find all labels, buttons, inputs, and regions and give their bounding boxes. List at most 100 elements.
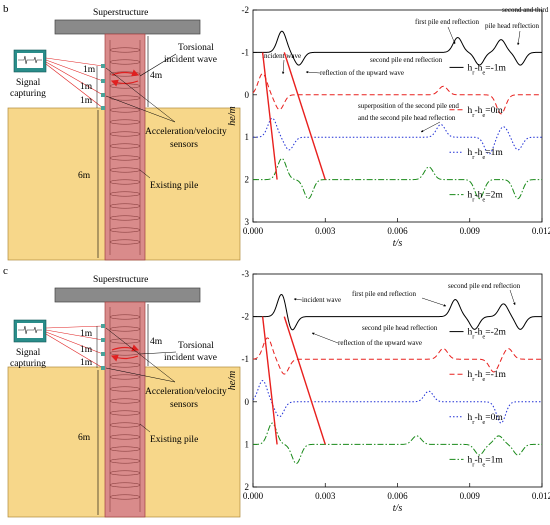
incident-line-1 <box>261 52 278 180</box>
dim-6m-label: 6m <box>78 433 91 443</box>
accel-leader-a <box>105 327 176 383</box>
torsional-label: Torsional <box>178 341 214 351</box>
legend-label-1: hr-he=-1m <box>468 63 507 76</box>
y-tick-label: 0 <box>245 397 250 407</box>
existing-pile-label: Existing pile <box>150 181 198 191</box>
y-tick-label: 0 <box>245 90 250 100</box>
reinforcement-cage <box>109 307 141 512</box>
x-tick-label: 0.003 <box>315 226 336 236</box>
panel-label-b: b <box>3 3 9 15</box>
annot-first-pile-end: first pile end reflection <box>415 18 479 26</box>
torsional-wave-arrows <box>110 344 140 362</box>
y-axis-label: he/m <box>227 106 238 125</box>
legend-label-3: hr-he=1m <box>468 148 504 161</box>
annot-first-pile-end-arrow <box>447 26 456 45</box>
x-tick-label: 0.012 <box>532 226 550 236</box>
sensors-label: sensors <box>170 400 198 410</box>
x-tick-label: 0.000 <box>243 491 264 501</box>
spacing-1m-a: 1m <box>80 329 93 339</box>
y-tick-label: -1 <box>242 47 250 57</box>
annot-upward-arrow <box>305 70 321 74</box>
annot-incident-wave-arrow <box>281 59 285 75</box>
legend-label-2: hr-he=-1m <box>468 370 507 383</box>
dim-6m-label: 6m <box>78 171 91 181</box>
sensor-cables <box>45 325 104 369</box>
signal-label: Signal <box>16 348 41 358</box>
sensor-cables <box>45 57 104 109</box>
waveform-chart-b: incident wave first pile end reflection … <box>227 5 550 249</box>
y-tick-label: 1 <box>245 439 250 449</box>
panel-label-c: c <box>3 265 8 277</box>
x-tick-label: 0.003 <box>315 491 336 501</box>
spacing-1m-c: 1m <box>80 358 93 368</box>
x-axis-label: t/s <box>393 503 403 514</box>
accel-leader-b <box>105 367 176 383</box>
y-tick-label: -2 <box>242 5 250 15</box>
incident-line-1 <box>261 316 278 445</box>
series-line-4 <box>253 422 542 465</box>
spacing-1m-b: 1m <box>80 82 93 92</box>
existing-pile-leader <box>139 423 151 433</box>
annot-superposition: superposition of the second pile end <box>358 102 459 110</box>
existing-pile-body <box>104 301 146 518</box>
x-tick-label: 0.012 <box>532 491 550 501</box>
annot-second-pile-end: second pile end reflection <box>370 56 443 64</box>
series-line-1 <box>253 293 542 331</box>
y-tick-label: -3 <box>242 269 250 279</box>
series-line-3 <box>252 379 542 424</box>
incident-line-2 <box>283 52 326 180</box>
y-tick-label: 3 <box>245 217 250 227</box>
signal-monitor-screen <box>17 53 43 68</box>
torsional-leader <box>139 351 177 355</box>
accel-leader-a <box>105 67 176 123</box>
series-line-2 <box>252 337 542 375</box>
annot-pile-head-arrow <box>517 30 521 46</box>
annot-incident-wave: incident wave <box>302 296 341 304</box>
annot-pile-head: pile head reflection <box>485 22 540 30</box>
y-tick-label: 1 <box>245 132 250 142</box>
capturing-label: capturing <box>10 89 46 99</box>
annot-second-pile-head: second pile head reflection <box>362 324 438 332</box>
sensor-markers <box>101 324 105 370</box>
superstructure-label: Superstructure <box>93 275 148 285</box>
waveform-chart-c: first pile end reflection incident wave … <box>227 269 550 514</box>
dim-4m-label: 4m <box>150 71 163 81</box>
legend-label-4: hr-he=1m <box>468 455 504 468</box>
x-tick-label: 0.006 <box>387 226 408 236</box>
torsional-label: Torsional <box>178 43 214 53</box>
annot-superposition-2: and the second pile head reflection <box>358 114 456 122</box>
signal-trace-icon <box>18 325 42 335</box>
capturing-label: capturing <box>10 359 46 369</box>
annot-upward: reflection of the upward wave <box>320 69 404 77</box>
annot-incident-wave-arrow <box>293 298 303 301</box>
legend-label-2: hr-he=0m <box>468 106 504 119</box>
superstructure-slab <box>54 19 201 35</box>
x-tick-label: 0.009 <box>460 226 481 236</box>
incident-wave-label: incident wave <box>164 353 217 363</box>
superstructure-label: Superstructure <box>93 8 148 18</box>
legend-label-4: hr-he=2m <box>468 191 504 204</box>
x-tick-label: 0.000 <box>243 226 264 236</box>
sensors-label: sensors <box>170 140 198 150</box>
y-axis-label: he/m <box>227 371 238 390</box>
series-line-1 <box>253 30 542 66</box>
annot-upward: reflection of the upward wave <box>338 339 422 347</box>
pile-schematic-c: c Superstructure 4m Torsional incident w… <box>3 265 241 518</box>
y-tick-label: 2 <box>245 175 250 185</box>
spacing-1m-c: 1m <box>80 96 93 106</box>
accel-label: Acceleration/velocity <box>145 127 227 137</box>
accel-label: Acceleration/velocity <box>145 387 227 397</box>
series-line-2 <box>252 73 542 115</box>
signal-monitor-screen <box>17 323 43 338</box>
sensor-markers <box>101 64 105 110</box>
accel-leader-b <box>105 95 176 123</box>
dim-4m-label: 4m <box>150 337 163 347</box>
x-axis-label: t/s <box>393 238 403 249</box>
legend-label-3: hr-he=0m <box>468 413 504 426</box>
annot-second-pile-end: second pile end reflection <box>448 282 521 290</box>
x-tick-label: 0.006 <box>387 491 408 501</box>
spacing-1m-b: 1m <box>80 345 93 355</box>
spacing-1m-a: 1m <box>83 65 96 75</box>
y-tick-label: -2 <box>242 312 250 322</box>
